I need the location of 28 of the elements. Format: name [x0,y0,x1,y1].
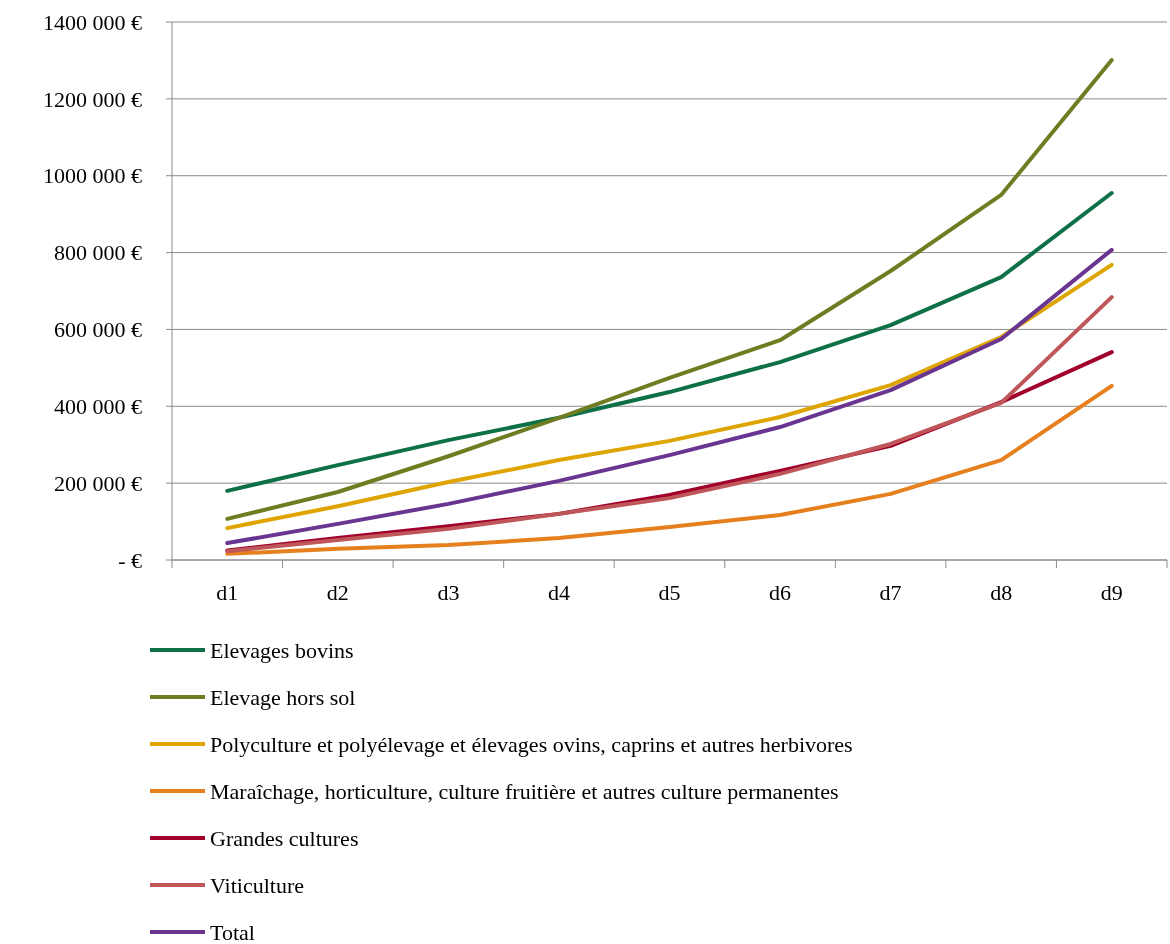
legend-label: Elevages bovins [210,637,354,663]
x-tick-label: d4 [547,580,570,605]
legend-label: Maraîchage, horticulture, culture fruitière et autres culture permanentes [210,778,839,804]
legend-label: Total [210,919,255,944]
legend-label: Viticulture [210,872,304,898]
y-tick-label: 400 000 € [54,393,142,419]
line-series [225,295,1114,554]
y-tick-label: 1200 000 € [43,86,142,112]
x-tick-label: d5 [658,580,681,605]
x-tick-label: d7 [879,580,902,605]
line-series [225,383,1114,556]
legend-label: Elevage hors sol [210,684,356,710]
x-tick-label: d1 [216,580,239,605]
x-tick-label: d6 [769,580,792,605]
line-series [225,58,1114,521]
x-tick-label: d3 [437,580,460,605]
y-tick-label: 200 000 € [54,470,142,496]
legend-label: Polyculture et polyélevage et élevages ovins, caprins et autres herbivores [210,731,853,757]
y-tick-label: 800 000 € [54,240,142,266]
y-tick-label: 1400 000 € [43,9,142,35]
x-tick-label: d2 [326,580,349,605]
legend-label: Grandes cultures [210,825,359,851]
y-tick-label: - € [118,547,142,573]
y-tick-label: 1000 000 € [43,163,142,189]
x-tick-label: d9 [1100,580,1123,605]
x-tick-label: d8 [990,580,1013,605]
y-tick-label: 600 000 € [54,317,142,343]
line-series [225,191,1114,493]
